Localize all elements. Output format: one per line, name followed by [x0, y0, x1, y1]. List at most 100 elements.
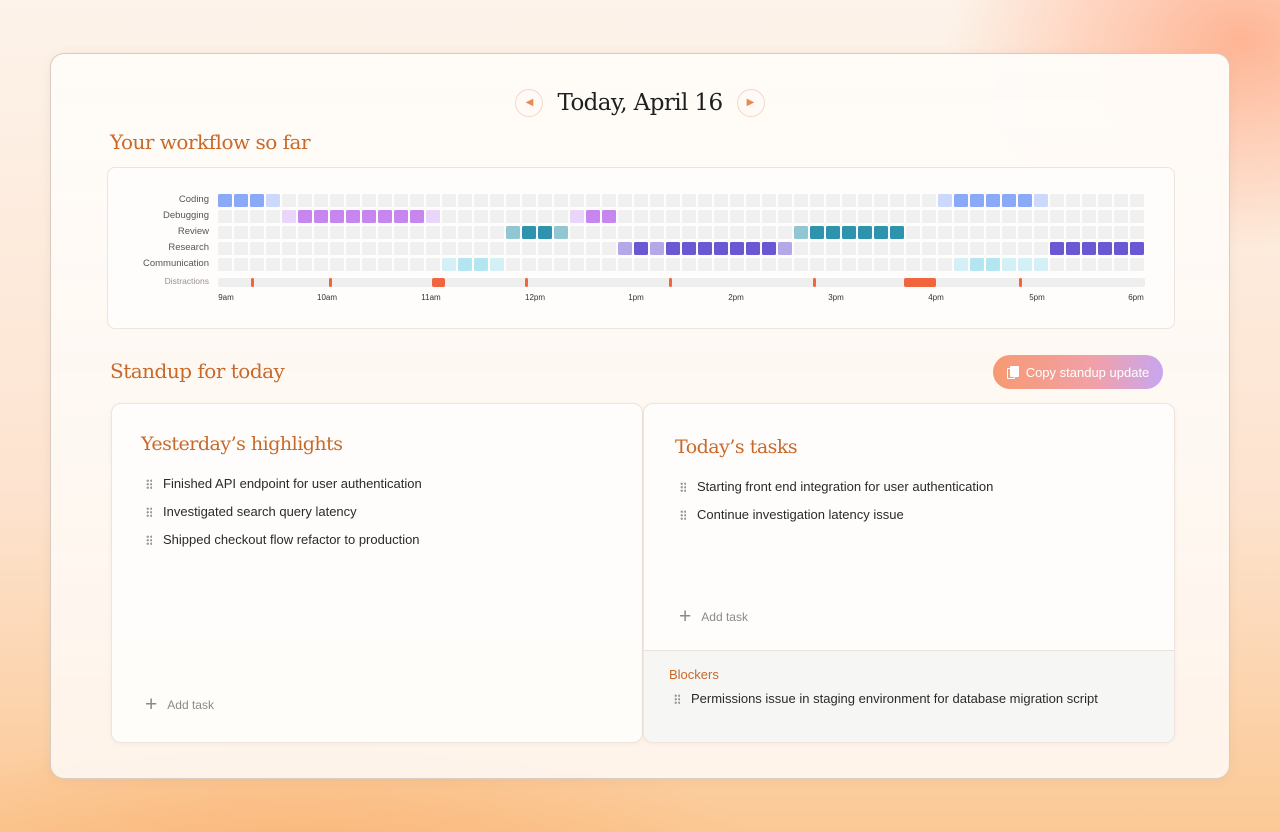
heatmap-cell [1034, 210, 1048, 223]
heatmap-cell [826, 226, 840, 239]
tick-label: 4pm [928, 293, 944, 302]
heatmap-cell [1050, 194, 1064, 207]
drag-handle-icon[interactable] [146, 506, 152, 517]
heatmap-cell [874, 210, 888, 223]
heatmap-cell [1082, 242, 1096, 255]
list-item[interactable]: Starting front end integration for user … [680, 479, 993, 494]
list-item[interactable]: Shipped checkout flow refactor to produc… [146, 532, 420, 547]
blocker-item[interactable]: Permissions issue in staging environment… [674, 691, 1098, 706]
heatmap-cell [1018, 210, 1032, 223]
heatmap-cell [218, 258, 232, 271]
heatmap-cell [586, 210, 600, 223]
copy-standup-label: Copy standup update [1025, 364, 1150, 380]
heatmap-cell [746, 210, 760, 223]
heatmap-cell [442, 194, 456, 207]
distraction-marker [525, 278, 528, 287]
item-text: Permissions issue in staging environment… [691, 691, 1098, 706]
heatmap-cell [970, 258, 984, 271]
heatmap-cell [1002, 210, 1016, 223]
heatmap-cell [666, 226, 680, 239]
copy-standup-button[interactable]: Copy standup update [993, 355, 1163, 389]
heatmap-cell [618, 258, 632, 271]
heatmap-cell [650, 242, 664, 255]
distraction-marker [813, 278, 816, 287]
today-title: Today’s tasks [675, 436, 798, 458]
drag-handle-icon[interactable] [146, 478, 152, 489]
drag-handle-icon[interactable] [674, 693, 680, 704]
heatmap-cell [618, 194, 632, 207]
previous-day-button[interactable]: ◀ [515, 89, 544, 117]
heatmap-cell [730, 226, 744, 239]
next-day-button[interactable]: ▶ [736, 89, 765, 117]
heatmap-cell [426, 210, 440, 223]
heatmap-cell [266, 194, 280, 207]
heatmap-cell [1066, 194, 1080, 207]
heatmap-cell [778, 210, 792, 223]
heatmap-cell [330, 194, 344, 207]
drag-handle-icon[interactable] [146, 534, 152, 545]
heatmap-cell [794, 210, 808, 223]
list-item[interactable]: Continue investigation latency issue [680, 507, 904, 522]
add-task-button[interactable]: + Add task [679, 606, 748, 627]
list-item[interactable]: Investigated search query latency [146, 504, 357, 519]
heatmap-cell [602, 226, 616, 239]
heatmap-cell [1034, 226, 1048, 239]
heatmap-cell [1018, 242, 1032, 255]
heatmap-cell [250, 242, 264, 255]
heatmap-cell [810, 210, 824, 223]
item-text: Continue investigation latency issue [697, 507, 904, 522]
heatmap-cell [330, 242, 344, 255]
heatmap-cell [458, 258, 472, 271]
tick-label: 3pm [828, 293, 844, 302]
heatmap-cell [346, 242, 360, 255]
heatmap-cell [1114, 194, 1128, 207]
list-item[interactable]: Finished API endpoint for user authentic… [146, 476, 422, 491]
heatmap-cell [1050, 210, 1064, 223]
distractions-track [218, 278, 1145, 287]
heatmap-cell [762, 226, 776, 239]
heatmap-cell [1066, 258, 1080, 271]
heatmap-cell [1130, 258, 1144, 271]
heatmap-cell [506, 242, 520, 255]
heatmap-cell [378, 226, 392, 239]
heatmap-cell [810, 242, 824, 255]
heatmap-cell [906, 194, 920, 207]
add-task-button[interactable]: + Add task [145, 694, 214, 715]
heatmap-cell [714, 210, 728, 223]
heatmap-cell [922, 242, 936, 255]
heatmap-cell [282, 258, 296, 271]
item-text: Finished API endpoint for user authentic… [163, 476, 422, 491]
heatmap-cell [426, 242, 440, 255]
heatmap-cell [1098, 242, 1112, 255]
heatmap-cell [682, 194, 696, 207]
heatmap-cell [634, 242, 648, 255]
today-card: Today’s tasks Starting front end integra… [643, 403, 1175, 743]
row-label-review: Review [177, 226, 209, 237]
heatmap-cell [442, 242, 456, 255]
heatmap-cell [826, 194, 840, 207]
heatmap-cell [906, 242, 920, 255]
drag-handle-icon[interactable] [680, 509, 686, 520]
heatmap-cell [986, 258, 1000, 271]
heatmap-cell [906, 210, 920, 223]
heatmap-cell [442, 258, 456, 271]
drag-handle-icon[interactable] [680, 481, 686, 492]
heatmap-cell [474, 210, 488, 223]
heatmap-cell [634, 194, 648, 207]
heatmap-cell [554, 226, 568, 239]
heatmap-cell [1114, 226, 1128, 239]
heatmap-cell [746, 258, 760, 271]
heatmap-cell [1114, 258, 1128, 271]
heatmap-cell [282, 242, 296, 255]
heatmap-cell [298, 210, 312, 223]
heatmap-cell [986, 210, 1000, 223]
heatmap-cell [954, 258, 968, 271]
heatmap-cell [314, 210, 328, 223]
heatmap-cell [666, 258, 680, 271]
heatmap-cell [810, 226, 824, 239]
heatmap-cell [426, 226, 440, 239]
heatmap-cell [506, 226, 520, 239]
heatmap-cell [410, 194, 424, 207]
heatmap-cell [394, 226, 408, 239]
heatmap-cell [730, 210, 744, 223]
